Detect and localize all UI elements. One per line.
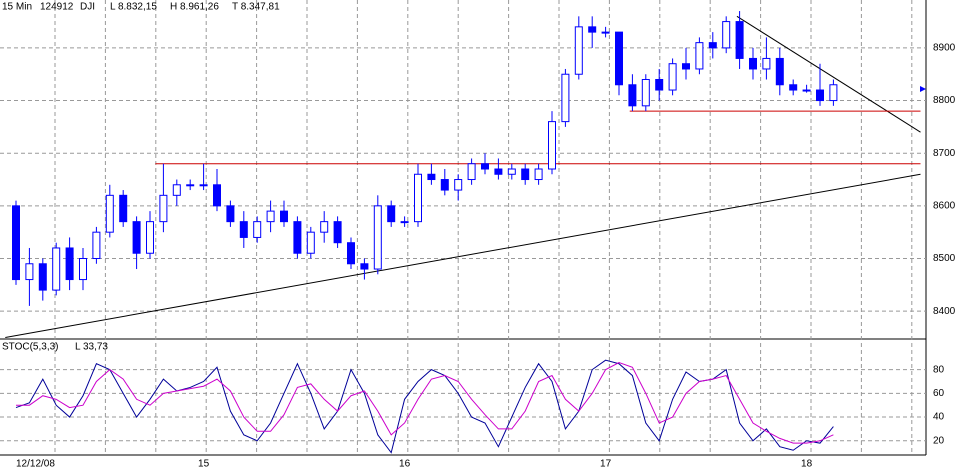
candle-body [507,168,516,175]
candle-body [775,57,784,86]
candle-body [574,26,583,75]
candle-body [199,184,208,187]
x-tick-label: 18 [801,459,813,470]
candle-body [467,163,476,181]
candle-body [105,194,114,233]
candle-body [548,121,556,170]
candle-body [280,210,288,223]
candle-body [829,84,838,102]
candle-body [481,163,489,170]
candle-body [735,21,744,59]
candle-body [588,26,597,33]
candle-body [494,168,503,175]
stat: H 8.961,26 [170,2,219,13]
candle-body [561,73,570,123]
candle-body [293,221,302,254]
candle-body [333,221,342,244]
candle-body [534,168,543,181]
candle-body [347,242,355,265]
candle-body [25,263,34,281]
indicator-value: L 33,73 [75,342,108,353]
candle-body [749,57,757,70]
candle-body [521,168,530,181]
candle-body [601,31,610,34]
candle-body [52,247,61,291]
candle-body [159,194,168,223]
candle-body [172,184,181,196]
candle-body [414,173,422,223]
y-tick-label: 80 [933,364,945,375]
last-price-marker [920,85,926,92]
series-line [16,361,834,444]
candle-body [722,21,731,49]
x-tick-label: 15 [198,459,210,470]
x-tick-label: 17 [600,459,612,470]
candle-body [186,184,195,187]
candle-body [38,263,47,291]
candle-body [387,205,396,223]
candle-body [668,63,677,91]
candle-body [226,205,235,223]
candle-body [213,184,221,207]
y-tick-label: 8600 [933,200,956,211]
candle-body [816,89,824,102]
candle-body [320,221,329,233]
y-tick-label: 8400 [933,306,956,317]
candle-body [119,194,128,223]
trend-line [5,173,921,338]
candle-body [400,221,409,224]
candle-body [802,89,811,92]
candle-body [641,78,650,107]
x-tick-label: 12/12/08 [16,459,55,470]
candle-body [266,210,275,223]
candle-body [132,221,141,254]
y-tick-label: 60 [933,388,945,399]
x-tick-label: 16 [399,459,411,470]
candle-body [92,231,101,260]
candle-body [360,263,369,270]
candle-body [12,205,20,281]
candle-body [65,247,74,281]
candle-body [146,221,154,254]
y-tick-label: 40 [933,412,945,423]
stat: L 8.832,15 [110,2,157,13]
candle-body [628,84,637,107]
candle-body [655,78,664,91]
indicator-title: STOC(5,3,3) [2,342,59,353]
code: 124912 [40,2,74,13]
y-tick-label: 8800 [933,95,956,106]
y-tick-label: 8500 [933,253,956,264]
candle-body [695,42,704,70]
candle-body [239,221,248,238]
stat: T 8.347,81 [232,2,280,13]
candle-body [789,84,798,91]
candle-body [306,231,315,254]
trend-line [736,15,921,133]
candle-body [615,31,623,86]
y-tick-label: 8900 [933,43,956,54]
candle-body [373,205,382,270]
symbol: DJI [80,2,95,13]
candle-body [454,179,463,191]
candle-body [79,258,87,281]
series-line [15,359,834,454]
interval: 15 Min [2,2,32,13]
candle-body [253,221,262,238]
candle-body [440,179,449,191]
y-tick-label: 8700 [933,148,956,159]
candle-body [708,42,717,49]
candle-body [682,63,690,70]
y-tick-label: 20 [933,435,945,446]
candle-body [427,173,436,181]
candle-body [762,57,771,70]
